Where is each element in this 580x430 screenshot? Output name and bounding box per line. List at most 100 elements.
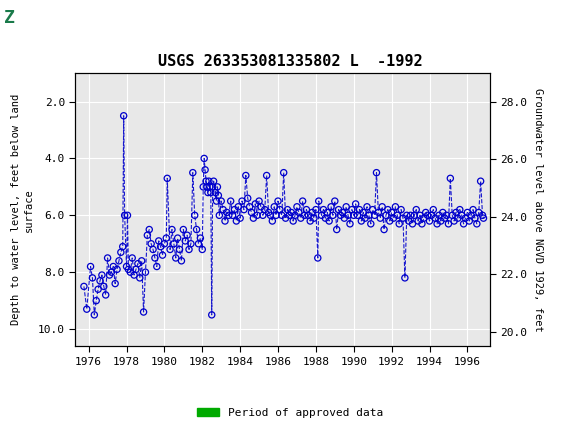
Point — [317, 212, 326, 219]
Point — [220, 218, 230, 224]
Point — [234, 203, 243, 210]
Point — [469, 206, 478, 213]
Point — [425, 218, 434, 224]
Point — [466, 212, 476, 219]
Point — [271, 212, 281, 219]
Point — [372, 169, 381, 176]
Point — [338, 209, 347, 216]
Point — [479, 215, 488, 221]
Point — [186, 240, 195, 247]
Point — [463, 209, 472, 216]
Point — [247, 209, 256, 216]
Point — [412, 206, 421, 213]
Point — [160, 240, 169, 247]
Point — [169, 240, 179, 247]
Text: USGS: USGS — [22, 9, 77, 27]
Point — [368, 206, 378, 213]
Point — [135, 274, 144, 281]
Point — [224, 212, 233, 219]
Point — [237, 198, 246, 205]
Point — [321, 215, 330, 221]
Point — [95, 277, 104, 284]
Point — [213, 184, 222, 190]
Point — [273, 198, 282, 205]
Point — [179, 226, 188, 233]
Point — [408, 221, 417, 227]
Point — [92, 297, 101, 304]
Point — [465, 218, 474, 224]
Point — [378, 203, 387, 210]
Point — [156, 243, 165, 250]
Point — [143, 232, 152, 239]
Point — [256, 203, 266, 210]
Point — [433, 221, 442, 227]
Point — [292, 203, 302, 210]
Point — [370, 212, 379, 219]
Point — [264, 209, 273, 216]
Point — [147, 240, 156, 247]
Point — [351, 200, 360, 207]
Point — [345, 221, 354, 227]
Point — [306, 218, 315, 224]
Point — [330, 198, 339, 205]
Point — [126, 269, 135, 276]
Point — [342, 203, 351, 210]
Point — [200, 155, 209, 162]
Point — [476, 178, 485, 184]
Point — [222, 209, 231, 216]
Point — [114, 258, 124, 264]
Point — [188, 169, 197, 176]
Point — [252, 212, 262, 219]
Point — [201, 166, 210, 173]
Point — [285, 212, 294, 219]
Point — [90, 311, 99, 318]
Point — [417, 221, 426, 227]
Point — [194, 240, 203, 247]
Point — [133, 260, 143, 267]
Point — [291, 212, 300, 219]
Point — [445, 175, 455, 182]
Point — [97, 272, 107, 279]
Point — [268, 218, 277, 224]
Point — [226, 198, 235, 205]
Point — [353, 212, 362, 219]
Point — [158, 252, 167, 258]
Point — [436, 218, 445, 224]
Point — [198, 246, 207, 253]
Point — [455, 206, 465, 213]
Point — [150, 255, 160, 261]
Point — [357, 218, 366, 224]
Point — [349, 212, 358, 219]
Point — [421, 209, 430, 216]
Point — [302, 206, 311, 213]
Point — [93, 286, 103, 293]
Point — [398, 215, 408, 221]
Point — [249, 215, 258, 221]
Legend: Period of approved data: Period of approved data — [193, 403, 387, 422]
Point — [440, 215, 450, 221]
Point — [251, 200, 260, 207]
Point — [211, 189, 220, 196]
Point — [213, 192, 223, 199]
Point — [287, 209, 296, 216]
Text: USGS 263353081335802 L  -1992: USGS 263353081335802 L -1992 — [158, 54, 422, 69]
Point — [190, 212, 200, 219]
Point — [313, 255, 322, 261]
Point — [131, 266, 140, 273]
Point — [283, 206, 292, 213]
Point — [387, 209, 396, 216]
Point — [162, 235, 171, 242]
Point — [472, 221, 481, 227]
Point — [111, 280, 120, 287]
Point — [122, 263, 131, 270]
Point — [107, 269, 116, 276]
Point — [171, 255, 180, 261]
Point — [116, 249, 125, 256]
Point — [474, 209, 483, 216]
Point — [88, 274, 97, 281]
Point — [279, 169, 288, 176]
Point — [255, 198, 264, 205]
Point — [103, 255, 113, 261]
Point — [86, 263, 95, 270]
Point — [300, 212, 309, 219]
